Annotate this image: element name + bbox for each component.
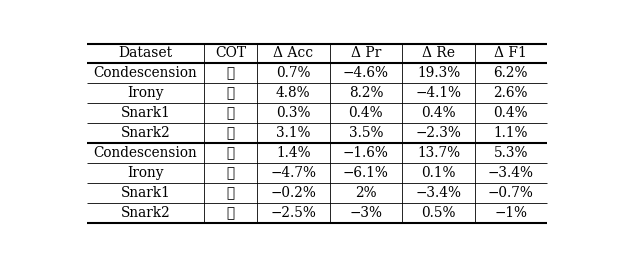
- Text: Δ F1: Δ F1: [494, 46, 527, 60]
- Text: Snark1: Snark1: [121, 106, 171, 120]
- Text: Condescension: Condescension: [93, 66, 197, 80]
- Text: Snark2: Snark2: [121, 126, 171, 140]
- Text: COT: COT: [215, 46, 246, 60]
- Text: 2%: 2%: [355, 186, 377, 200]
- Text: ✗: ✗: [226, 126, 235, 140]
- Text: 1.1%: 1.1%: [494, 126, 528, 140]
- Text: −0.7%: −0.7%: [488, 186, 534, 200]
- Text: 2.6%: 2.6%: [494, 86, 528, 100]
- Text: 0.4%: 0.4%: [349, 106, 383, 120]
- Text: 0.4%: 0.4%: [421, 106, 456, 120]
- Text: ✓: ✓: [226, 146, 235, 160]
- Text: 8.2%: 8.2%: [349, 86, 383, 100]
- Text: Condescension: Condescension: [93, 146, 197, 160]
- Text: Dataset: Dataset: [119, 46, 172, 60]
- Text: Δ Pr: Δ Pr: [351, 46, 381, 60]
- Text: ✗: ✗: [226, 66, 235, 80]
- Text: 4.8%: 4.8%: [276, 86, 311, 100]
- Text: −3.4%: −3.4%: [488, 166, 534, 180]
- Text: Δ Acc: Δ Acc: [273, 46, 313, 60]
- Text: 19.3%: 19.3%: [417, 66, 460, 80]
- Text: −2.3%: −2.3%: [416, 126, 462, 140]
- Text: 6.2%: 6.2%: [494, 66, 528, 80]
- Text: ✗: ✗: [226, 86, 235, 100]
- Text: −3%: −3%: [349, 206, 383, 220]
- Text: ✗: ✗: [226, 106, 235, 120]
- Text: −0.2%: −0.2%: [270, 186, 316, 200]
- Text: 3.1%: 3.1%: [276, 126, 310, 140]
- Text: −1.6%: −1.6%: [343, 146, 389, 160]
- Text: ✓: ✓: [226, 206, 235, 220]
- Text: ✓: ✓: [226, 186, 235, 200]
- Text: 0.1%: 0.1%: [421, 166, 456, 180]
- Text: 5.3%: 5.3%: [494, 146, 528, 160]
- Text: −3.4%: −3.4%: [415, 186, 462, 200]
- Text: 0.3%: 0.3%: [276, 106, 310, 120]
- Text: Irony: Irony: [127, 86, 164, 100]
- Text: −2.5%: −2.5%: [270, 206, 316, 220]
- Text: −1%: −1%: [494, 206, 527, 220]
- Text: Δ Re: Δ Re: [422, 46, 455, 60]
- Text: −4.1%: −4.1%: [415, 86, 462, 100]
- Text: Snark1: Snark1: [121, 186, 171, 200]
- Text: 1.4%: 1.4%: [276, 146, 311, 160]
- Text: Snark2: Snark2: [121, 206, 171, 220]
- Text: 0.4%: 0.4%: [493, 106, 528, 120]
- Text: −4.6%: −4.6%: [343, 66, 389, 80]
- Text: 13.7%: 13.7%: [417, 146, 460, 160]
- Text: 0.7%: 0.7%: [276, 66, 310, 80]
- Text: ✓: ✓: [226, 166, 235, 180]
- Text: 0.5%: 0.5%: [421, 206, 456, 220]
- Text: 3.5%: 3.5%: [349, 126, 383, 140]
- Text: Irony: Irony: [127, 166, 164, 180]
- Text: −6.1%: −6.1%: [343, 166, 389, 180]
- Text: −4.7%: −4.7%: [270, 166, 316, 180]
